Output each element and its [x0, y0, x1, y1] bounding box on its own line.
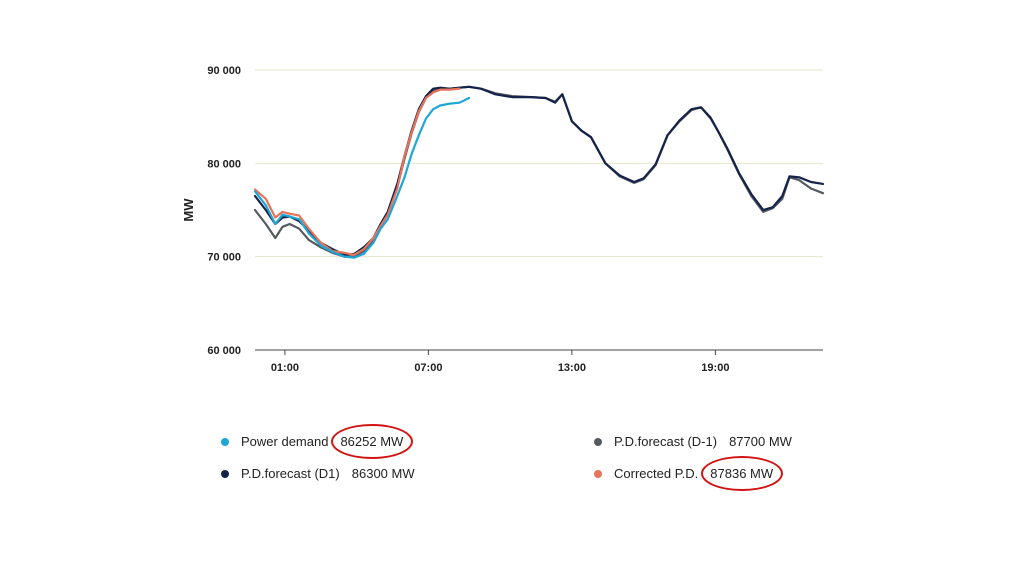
- y-tick-label: 90 000: [207, 65, 241, 77]
- legend-dot-icon: [221, 469, 229, 478]
- legend-label: P.D.forecast (D1): [241, 466, 340, 481]
- x-tick-label: 19:00: [701, 362, 729, 374]
- legend-label: Power demand: [241, 434, 329, 449]
- x-tick-labels: 01:00 07:00 13:00 19:00: [271, 350, 729, 374]
- series-line-power-demand: [253, 96, 471, 259]
- legend-label: Corrected P.D.: [614, 466, 699, 481]
- legend-item-pd-forecast-d1[interactable]: P.D.forecast (D1) 86300 MW: [221, 466, 415, 481]
- line-chart: 90 000 80 000 70 000 60 000 01:00 07:00 13:00…: [181, 65, 825, 374]
- legend-dot-icon: [221, 437, 229, 446]
- y-axis-label: MW: [181, 198, 196, 222]
- legend-item-corrected-pd[interactable]: Corrected P.D. 87836 MW: [594, 456, 784, 491]
- legend-value: 87836 MW: [701, 456, 784, 491]
- y-tick-label: 70 000: [207, 252, 241, 264]
- series-line-p-d-forecast-d1: [253, 85, 825, 256]
- y-tick-label: 80 000: [207, 158, 241, 170]
- y-tick-label: 60 000: [207, 345, 241, 357]
- series-line-corrected-p-d: [253, 87, 461, 256]
- legend-item-power-demand[interactable]: Power demand 86252 MW: [221, 424, 414, 459]
- legend-dot-icon: [594, 469, 602, 478]
- y-tick-labels: 90 000 80 000 70 000 60 000: [207, 65, 241, 357]
- legend-item-pd-forecast-d-minus-1[interactable]: P.D.forecast (D-1) 87700 MW: [594, 434, 792, 449]
- legend-label: P.D.forecast (D-1): [614, 434, 718, 449]
- x-tick-label: 07:00: [414, 362, 442, 374]
- x-tick-label: 01:00: [271, 362, 299, 374]
- legend-value: 86300 MW: [351, 466, 415, 481]
- legend-value: 86252 MW: [331, 424, 414, 459]
- legend-dot-icon: [594, 437, 602, 446]
- legend-value: 87700 MW: [729, 434, 792, 449]
- x-tick-label: 13:00: [558, 362, 586, 374]
- series-lines: [253, 85, 825, 259]
